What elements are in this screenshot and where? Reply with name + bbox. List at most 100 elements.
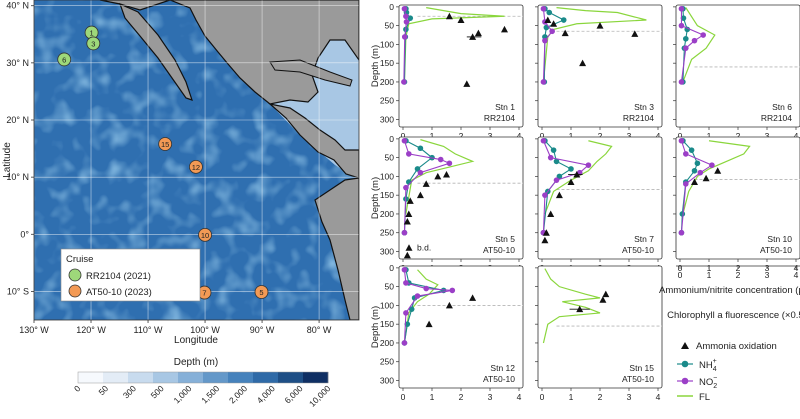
amo-point: [501, 25, 508, 33]
amo-point: [714, 167, 722, 174]
nh4-point: [408, 306, 415, 312]
station-circle: [254, 285, 269, 299]
profiles-ylabel: Depth (m): [370, 177, 381, 219]
legend-nh4-label: NH4+: [699, 358, 717, 373]
conc-tick-label: 0: [678, 131, 683, 141]
map-ytick-label: 40° N: [6, 1, 29, 11]
no2-point: [403, 280, 409, 286]
legend-no2-text: NO: [699, 377, 713, 388]
panel-station-label: Stn 10: [767, 234, 792, 244]
conc-tick-label: 0: [401, 392, 406, 402]
no2-point: [449, 287, 456, 294]
cruise-legend-marker-rr2104: [68, 268, 82, 282]
depth-tick-label: 0: [389, 263, 394, 273]
amo-point: [422, 180, 430, 187]
amo-point: [474, 29, 482, 37]
fl-profile: [544, 140, 613, 215]
amo-point: [702, 174, 710, 182]
no2-point: [403, 19, 410, 25]
no2-point: [683, 151, 689, 157]
colorbar-label: 0: [72, 383, 83, 394]
no2-point: [403, 13, 409, 20]
legend-nh4-sup: +: [713, 358, 717, 365]
conc-tick-label: 4: [517, 131, 522, 141]
conc-tick-label: 2: [598, 392, 603, 402]
colorbar-swatch: [153, 372, 179, 383]
colorbar-swatch: [128, 372, 154, 383]
nh4-point: [560, 17, 567, 23]
no2-point: [547, 154, 554, 161]
amo-point: [555, 191, 563, 199]
station-marker-5: 5: [254, 285, 269, 299]
conc-tick-label: 1: [430, 131, 435, 141]
depth-tick-label: 50: [385, 21, 395, 31]
panel-cruise-label: RR2104: [623, 113, 654, 123]
fl-profile: [682, 7, 716, 83]
depth-tick-label: 0: [389, 2, 394, 12]
station-label: 15: [161, 140, 169, 149]
cruise-legend-box: [60, 248, 201, 302]
no2-point: [401, 34, 408, 40]
amo-point: [445, 12, 453, 20]
amo-point: [445, 301, 453, 309]
station-circle: [198, 227, 212, 242]
no2-point: [678, 137, 685, 144]
nh4-point: [417, 145, 424, 152]
no2-point: [401, 229, 408, 236]
depth-tick-label: 250: [380, 228, 394, 238]
depth-tick-label: 200: [380, 77, 394, 87]
legend-no2-sub: 2: [713, 383, 717, 390]
colorbar-label: 1,000: [171, 383, 193, 405]
colorbar-swatch: [103, 372, 129, 383]
cruise-legend-marker-at5010: [68, 284, 82, 298]
amo-point: [596, 22, 604, 29]
no2-point: [401, 266, 408, 273]
nh4-point: [407, 15, 414, 21]
conc-tick-label: 0: [540, 131, 545, 141]
no2-point: [403, 310, 409, 316]
station-label: 12: [192, 163, 200, 172]
fl-profile: [542, 268, 601, 344]
depth-tick-label: 200: [380, 209, 394, 219]
legend-nh4-text: NH: [699, 360, 713, 371]
map-panel: 130° W 120° W 110° W 100° W 90° W 80° W 40° N 3…: [2, 0, 360, 346]
panel-station-label: Stn 15: [629, 363, 654, 373]
no2-point: [678, 22, 685, 29]
amo-point: [542, 229, 550, 236]
amo-point: [469, 294, 477, 301]
conc-tick-label: 2: [459, 131, 464, 141]
conc-tick-label: 3: [627, 131, 632, 141]
legend-no2-marker: [681, 377, 689, 385]
depth-tick-label: 100: [380, 39, 394, 49]
station-circle: [158, 137, 173, 151]
amo-point: [457, 16, 465, 24]
map-xtick-label: 80° W: [307, 325, 332, 335]
depth-tick-label: 100: [380, 300, 394, 310]
no2-point: [401, 340, 408, 346]
amo-point: [602, 290, 610, 298]
conc-tick-label: 4: [517, 392, 522, 402]
no2-point: [678, 229, 685, 236]
no2-point: [540, 137, 547, 144]
amo-point: [599, 296, 607, 303]
no2-point: [542, 192, 548, 198]
cruise-legend-label-rr2104: RR2104 (2021): [86, 271, 151, 282]
conc-tick-label: 3: [765, 270, 770, 280]
colorbar-swatch: [203, 372, 229, 383]
panel-station-label: Stn 5: [495, 234, 515, 244]
no2-point: [700, 32, 706, 38]
depth-tick-label: 50: [385, 282, 395, 292]
no2-point: [401, 79, 407, 85]
no2-point: [549, 28, 555, 35]
depth-tick-label: 300: [380, 375, 394, 385]
depth-tick-label: 100: [380, 171, 394, 181]
conc-tick-label: 3: [765, 131, 770, 141]
map-ytick-label: 0°: [20, 229, 29, 239]
depth-tick-label: 150: [380, 190, 394, 200]
panel-station-label: Stn 1: [495, 102, 515, 112]
